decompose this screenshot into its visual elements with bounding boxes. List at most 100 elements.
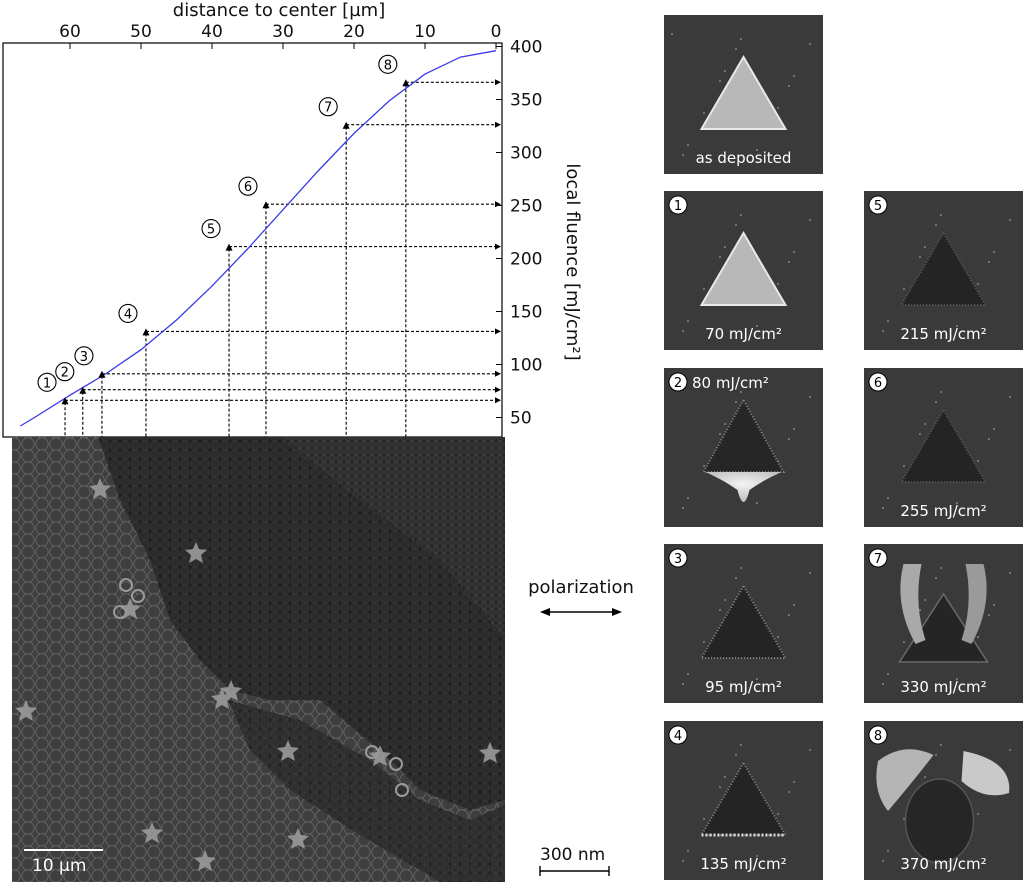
melt-lobe (876, 749, 934, 811)
panel-badge: 8 (868, 725, 888, 745)
panel-badge: 1 (668, 195, 688, 215)
marker-badge: 8 (378, 54, 398, 74)
sem-panel-p4: 4 135 mJ/cm² (664, 721, 823, 880)
arrow-right-icon (495, 397, 501, 404)
triangle-hole (701, 397, 786, 473)
marker-arrow-icon (142, 328, 150, 336)
arrow-right-icon (495, 201, 501, 208)
marker-badge: 7 (318, 97, 338, 117)
panel-caption: 80 mJ/cm² (692, 374, 769, 392)
sem-panel-p2: 2 80 mJ/cm² (664, 368, 823, 527)
triangle-hole (699, 584, 788, 659)
y-tick-label: 400 (510, 38, 542, 58)
marker-arrow-icon (262, 201, 270, 209)
triangle-hole (899, 408, 988, 483)
panel-caption: 70 mJ/cm² (705, 325, 782, 343)
svg-text:5: 5 (874, 199, 882, 214)
plot-frame (2, 42, 503, 438)
marker-badge: 4 (118, 303, 138, 323)
svg-text:1: 1 (674, 199, 682, 214)
sem-panel-dep: as deposited (664, 15, 823, 174)
x-tick-label: 10 (414, 22, 436, 42)
y-axis-label: local fluence [mJ/cm²] (562, 163, 583, 360)
arrow-right-icon (495, 386, 501, 393)
y-tick-label: 250 (510, 197, 542, 217)
polarization-arrow-icon (540, 608, 622, 616)
scalebar-large-label: 10 µm (32, 856, 86, 876)
y-tick-label: 150 (510, 303, 542, 323)
x-tick-label: 60 (59, 22, 81, 42)
marker-badge: 1 (37, 372, 57, 392)
y-tick-label: 200 (510, 250, 542, 270)
sem-overview-image: 10 µm (12, 437, 505, 882)
panel-caption: as deposited (696, 149, 792, 167)
svg-text:3: 3 (674, 552, 682, 567)
x-tick-labels: 60 50 40 30 20 10 0 (59, 22, 501, 49)
panel-caption: 255 mJ/cm² (900, 502, 986, 520)
triangle-hole (699, 761, 788, 836)
panel-badge: 2 (668, 372, 688, 392)
x-tick-label: 30 (272, 22, 294, 42)
y-tick-label: 350 (510, 91, 542, 111)
panel-badge: 3 (668, 548, 688, 568)
svg-text:7: 7 (324, 101, 332, 116)
svg-text:3: 3 (80, 350, 88, 365)
melt-lobe (961, 751, 1010, 796)
svg-text:6: 6 (874, 376, 882, 391)
panel-badge: 5 (868, 195, 888, 215)
scalebar-small-label: 300 nm (540, 845, 605, 865)
svg-text:8: 8 (874, 729, 882, 744)
melt-lobe (961, 564, 987, 644)
panel-caption: 370 mJ/cm² (900, 855, 986, 873)
marker-arrow-icon (225, 243, 233, 251)
arrow-right-icon (495, 243, 501, 250)
panel-caption: 215 mJ/cm² (900, 325, 986, 343)
svg-text:2: 2 (61, 366, 69, 381)
svg-text:1: 1 (43, 376, 51, 391)
panel-caption: 135 mJ/cm² (700, 855, 786, 873)
fluence-chart: distance to center [µm] 60 50 40 30 20 10 0 50… (2, 0, 583, 438)
y-tick-label: 100 (510, 356, 542, 376)
panel-caption: 95 mJ/cm² (705, 678, 782, 696)
sem-panel-p7: 7 330 mJ/cm² (864, 544, 1023, 703)
svg-text:8: 8 (384, 58, 392, 73)
panel-caption: 330 mJ/cm² (900, 678, 986, 696)
triangle-hole (899, 231, 988, 306)
marker-badge: 2 (55, 362, 75, 382)
x-tick-label: 20 (343, 22, 365, 42)
svg-text:5: 5 (207, 223, 215, 238)
svg-text:2: 2 (674, 376, 682, 391)
x-tick-label: 0 (491, 22, 502, 42)
svg-text:4: 4 (124, 307, 132, 322)
marker-badge: 5 (201, 219, 221, 239)
panel-badge: 6 (868, 372, 888, 392)
svg-text:6: 6 (244, 180, 252, 195)
marker-arrow-icon (402, 79, 410, 87)
panel-badge: 7 (868, 548, 888, 568)
y-tick-label: 300 (510, 144, 542, 164)
x-tick-label: 40 (201, 22, 223, 42)
marker-arrow-icon (98, 370, 106, 378)
marker-badge: 6 (238, 176, 258, 196)
melted-blob (705, 472, 782, 502)
sem-panels: as deposited 1 70 mJ/cm² 2 80 mJ/cm² 3 95 mJ/c… (664, 15, 1023, 880)
sem-panel-p6: 6 255 mJ/cm² (864, 368, 1023, 527)
sem-panel-p5: 5 215 mJ/cm² (864, 191, 1023, 350)
svg-text:4: 4 (674, 729, 682, 744)
x-axis-label: distance to center [µm] (173, 0, 385, 21)
triangle-particle (699, 231, 788, 306)
x-tick-label: 50 (130, 22, 152, 42)
triangle-particle (699, 55, 788, 130)
marker-arrow-icon (61, 397, 69, 405)
marker-badge: 3 (74, 346, 94, 366)
marker-guides (64, 79, 501, 437)
panel-badge: 4 (668, 725, 688, 745)
sem-panel-p8: 8 370 mJ/cm² (864, 721, 1023, 880)
arrow-right-icon (495, 121, 501, 128)
marker-arrow-icon (79, 386, 87, 394)
marker-arrow-icon (342, 121, 350, 129)
arrow-right-icon (495, 328, 501, 335)
melt-lobe (900, 564, 926, 644)
sem-panel-p1: 1 70 mJ/cm² (664, 191, 823, 350)
